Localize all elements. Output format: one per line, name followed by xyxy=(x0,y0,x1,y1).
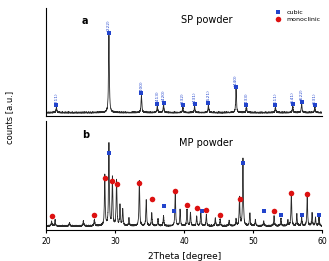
Text: counts [a.u.]: counts [a.u.] xyxy=(5,91,14,144)
Text: (400): (400) xyxy=(139,80,143,92)
Text: (631): (631) xyxy=(313,92,317,104)
Text: (431): (431) xyxy=(192,91,197,103)
Text: (211): (211) xyxy=(54,92,59,104)
Text: (332): (332) xyxy=(181,92,185,104)
Text: (541): (541) xyxy=(291,91,295,103)
Text: (222): (222) xyxy=(107,20,111,31)
Legend: cubic, monoclinic: cubic, monoclinic xyxy=(272,10,320,22)
Text: (611): (611) xyxy=(273,92,277,104)
Text: (622): (622) xyxy=(300,89,304,100)
Text: (413): (413) xyxy=(155,90,159,102)
Text: b: b xyxy=(82,130,89,140)
Text: (433): (433) xyxy=(244,92,248,104)
Text: (440): (440) xyxy=(234,74,238,86)
Text: SP powder: SP powder xyxy=(181,15,232,25)
Text: a: a xyxy=(82,16,89,26)
X-axis label: 2Theta [degree]: 2Theta [degree] xyxy=(148,252,221,261)
Text: (420): (420) xyxy=(162,90,165,101)
Text: (521): (521) xyxy=(206,90,211,101)
Text: MP powder: MP powder xyxy=(179,138,233,148)
